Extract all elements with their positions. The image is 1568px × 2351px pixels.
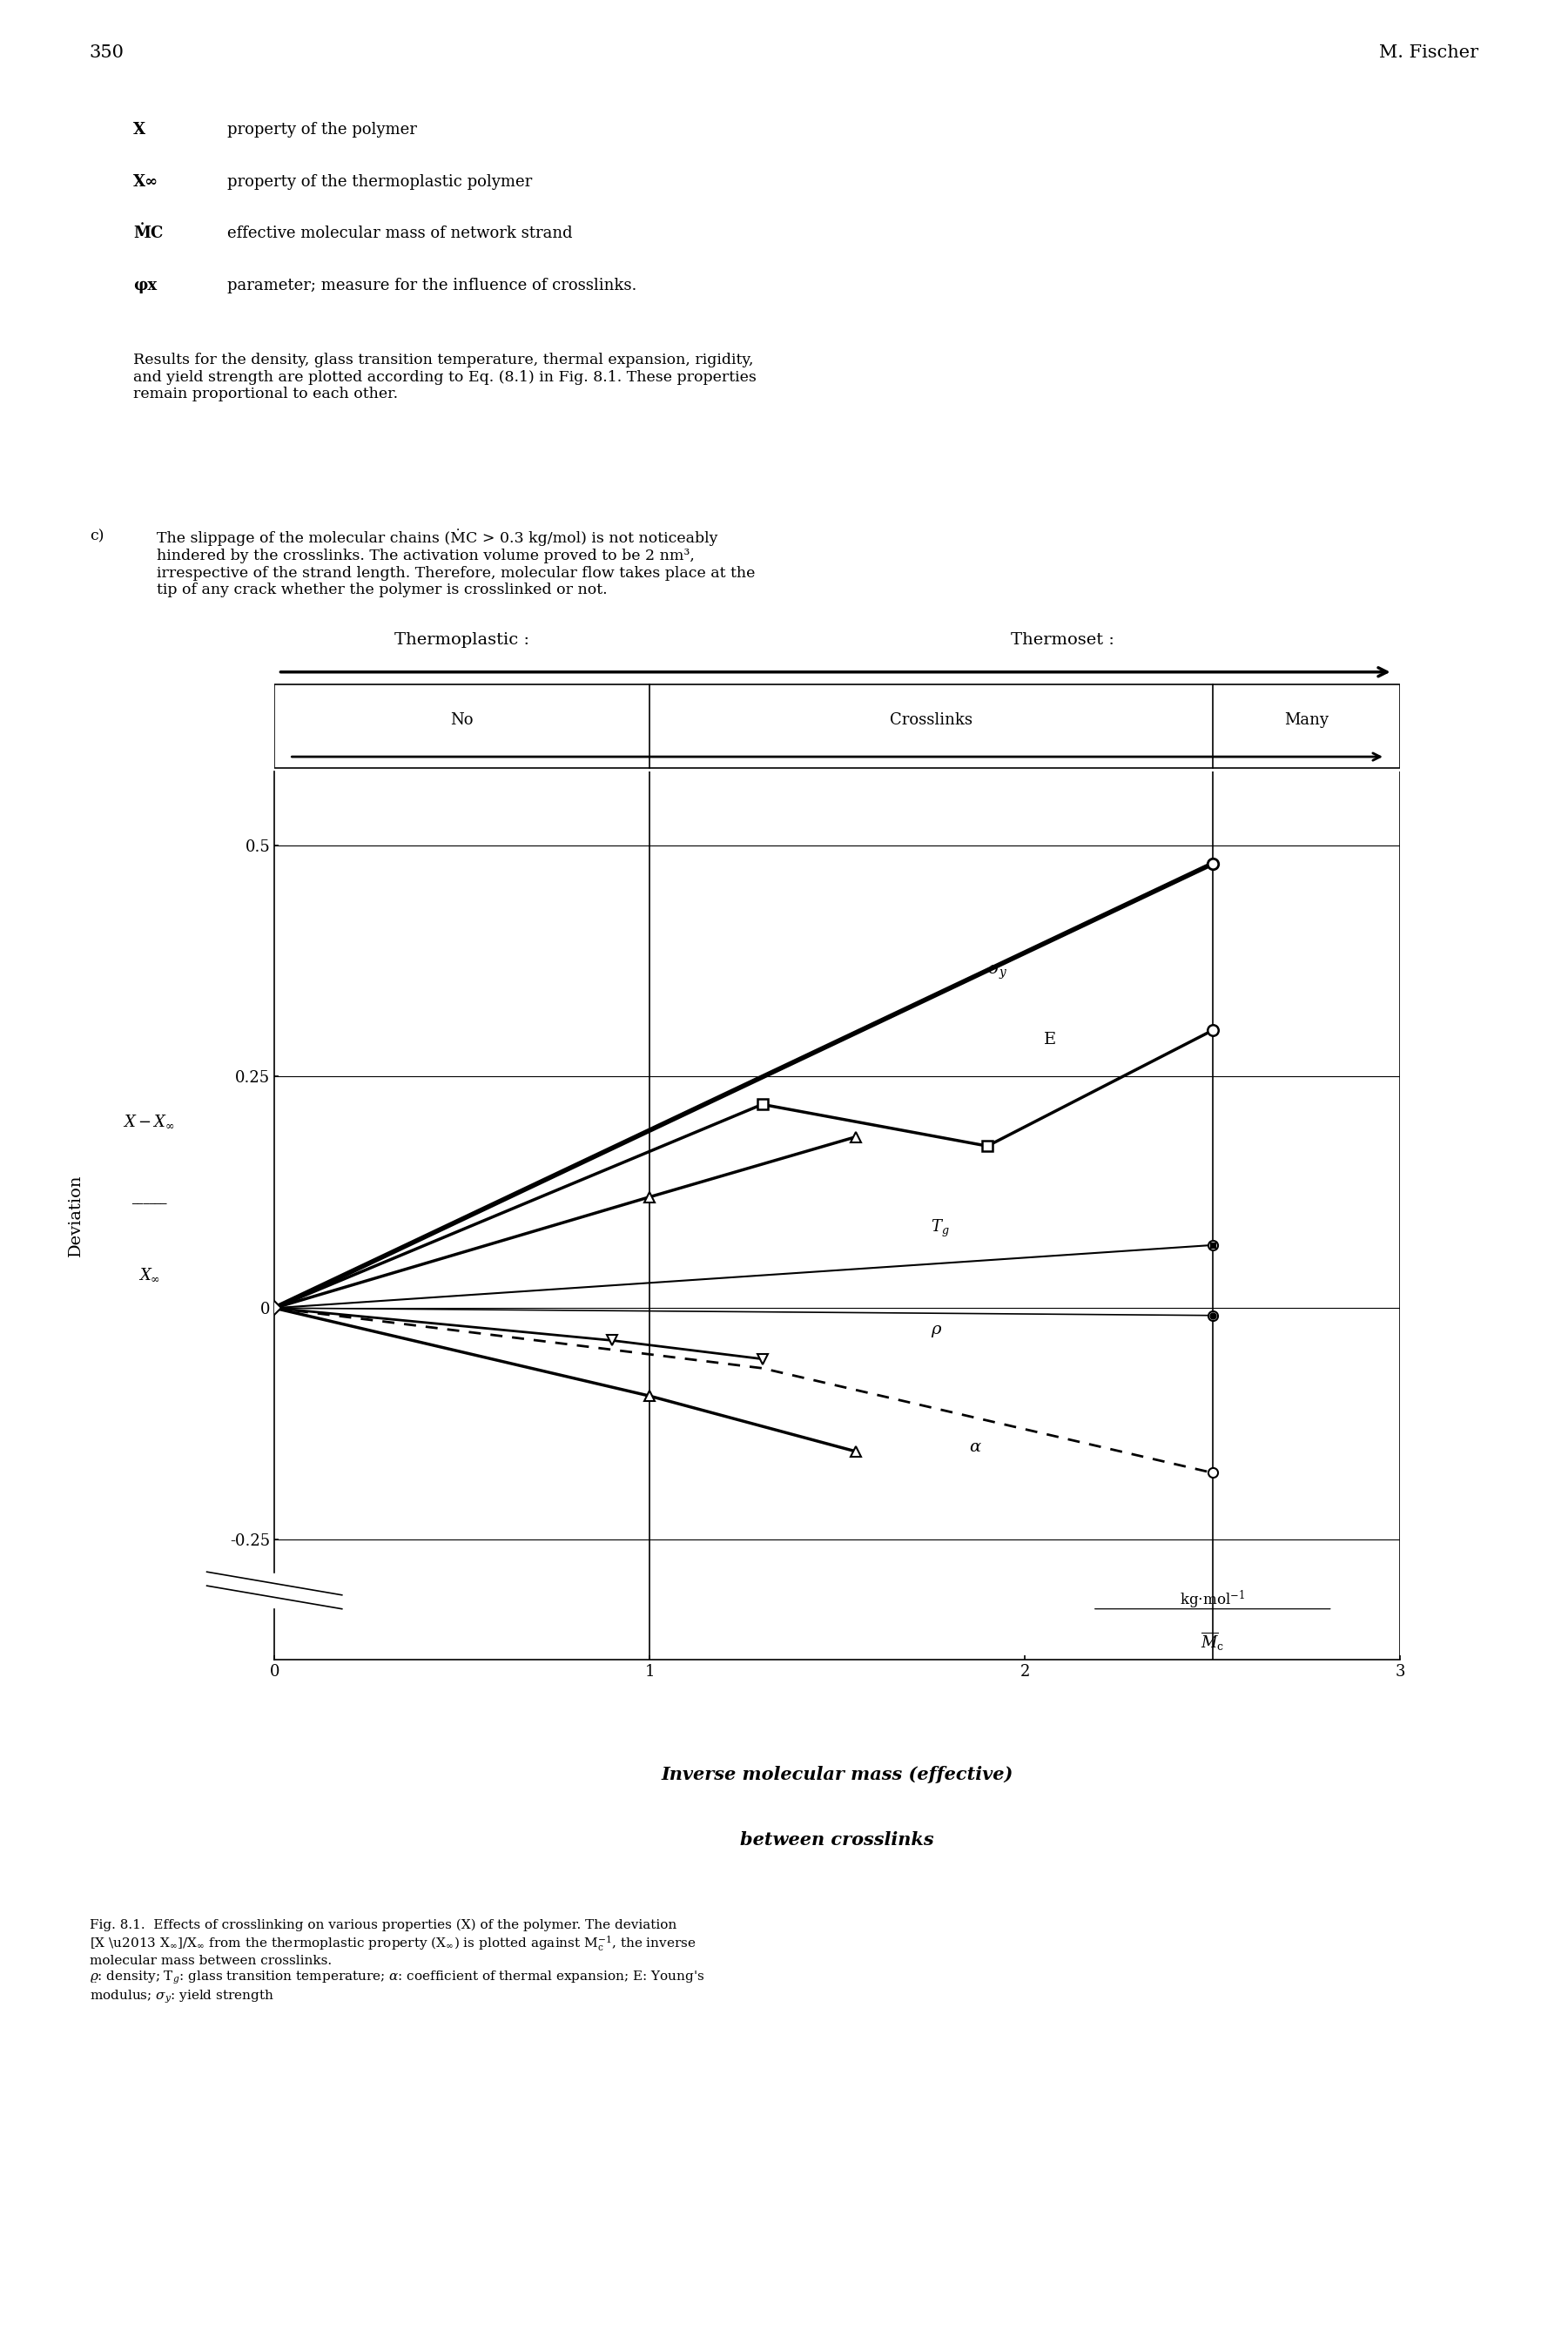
Text: kg$\cdot$mol$^{-1}$: kg$\cdot$mol$^{-1}$ (1179, 1589, 1245, 1610)
Text: Thermoset :: Thermoset : (1011, 632, 1115, 649)
Text: E: E (1044, 1032, 1055, 1049)
Text: Many: Many (1284, 712, 1328, 729)
Text: 350: 350 (89, 45, 124, 61)
Text: $T_g$: $T_g$ (931, 1218, 950, 1239)
Text: $\alpha$: $\alpha$ (969, 1439, 982, 1455)
Text: between crosslinks: between crosslinks (740, 1831, 935, 1848)
Text: $X-X_\infty$: $X-X_\infty$ (122, 1114, 176, 1128)
Text: No: No (450, 712, 474, 729)
Text: $X_\infty$: $X_\infty$ (138, 1267, 160, 1281)
Text: effective molecular mass of network strand: effective molecular mass of network stra… (227, 226, 572, 242)
Text: X∞: X∞ (133, 174, 158, 190)
Text: Deviation: Deviation (67, 1176, 83, 1255)
Text: Inverse molecular mass (effective): Inverse molecular mass (effective) (662, 1766, 1013, 1782)
Text: $\overline{M}_{\mathrm{c}}$: $\overline{M}_{\mathrm{c}}$ (1201, 1629, 1225, 1653)
Text: $\rho$: $\rho$ (931, 1324, 942, 1340)
Text: X: X (133, 122, 146, 139)
Text: parameter; measure for the influence of crosslinks.: parameter; measure for the influence of … (227, 277, 637, 294)
Text: property of the thermoplastic polymer: property of the thermoplastic polymer (227, 174, 532, 190)
Text: ṀC: ṀC (133, 226, 163, 242)
Text: property of the polymer: property of the polymer (227, 122, 417, 139)
Text: Thermoplastic :: Thermoplastic : (395, 632, 530, 649)
Text: Fig. 8.1.  Effects of crosslinking on various properties (X) of the polymer. The: Fig. 8.1. Effects of crosslinking on var… (89, 1918, 704, 2005)
Text: c): c) (89, 529, 103, 543)
Text: $\sigma_y$: $\sigma_y$ (988, 964, 1008, 983)
Text: Results for the density, glass transition temperature, thermal expansion, rigidi: Results for the density, glass transitio… (133, 353, 756, 402)
FancyBboxPatch shape (229, 1573, 292, 1608)
Text: ──────: ────── (132, 1199, 166, 1208)
Bar (274, 684, 1400, 769)
Text: φx: φx (133, 277, 157, 294)
Text: Crosslinks: Crosslinks (889, 712, 972, 729)
Text: The slippage of the molecular chains (ṀC > 0.3 kg/mol) is not noticeably
hindere: The slippage of the molecular chains (ṀC… (157, 529, 756, 597)
Text: M. Fischer: M. Fischer (1380, 45, 1479, 61)
